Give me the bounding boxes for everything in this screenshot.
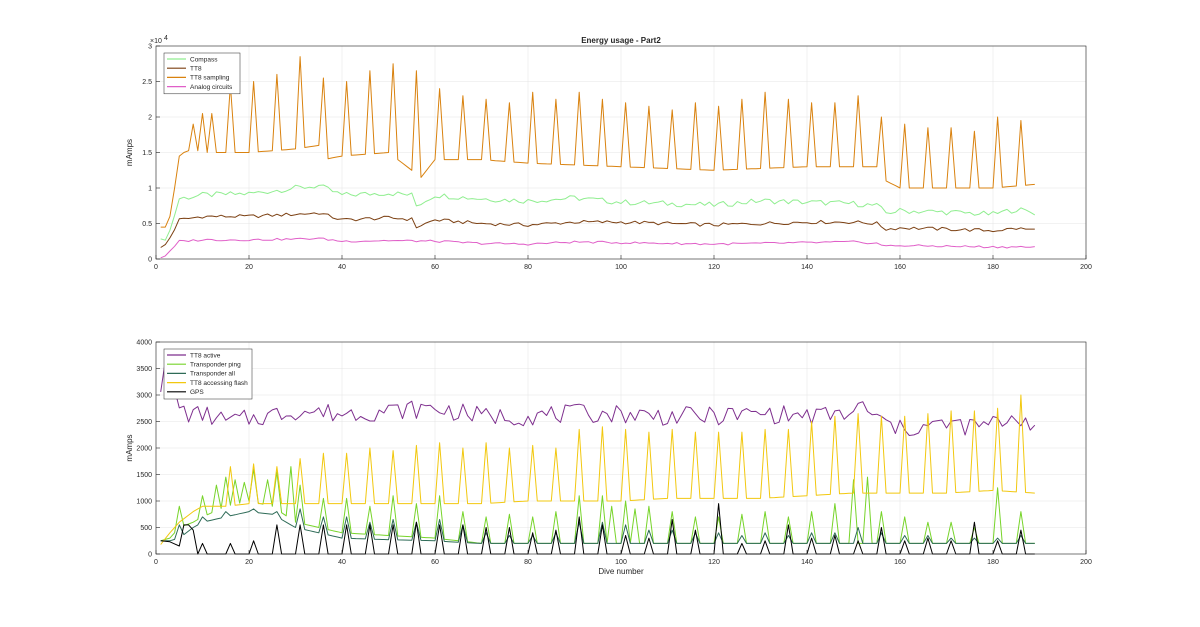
legend-entry: Analog circuits — [190, 84, 233, 91]
x-tick-label: 20 — [245, 559, 253, 566]
y-tick-label: 4000 — [136, 340, 152, 347]
legend-entry: TT8 sampling — [190, 75, 230, 82]
y-tick-label: 500 — [140, 525, 152, 532]
x-tick-label: 120 — [708, 264, 720, 271]
x-axis-label: Dive number — [598, 567, 644, 576]
x-tick-label: 100 — [615, 559, 627, 566]
y-tick-label: 0 — [148, 552, 152, 559]
x-tick-label: 100 — [615, 264, 627, 271]
chart-title: Energy usage - Part2 — [581, 36, 661, 45]
y-tick-label: 0 — [148, 257, 152, 264]
series-line-analog-circuits — [160, 237, 1035, 259]
legend-entry: Compass — [190, 56, 218, 63]
legend-entry: TT8 active — [190, 352, 221, 359]
y-tick-label: 2 — [148, 115, 152, 122]
x-tick-label: 60 — [431, 559, 439, 566]
y-tick-label: 1000 — [136, 499, 152, 506]
x-tick-label: 0 — [154, 559, 158, 566]
y-tick-label: 0.5 — [142, 221, 152, 228]
legend: TT8 active Transponder ping Transponder al… — [163, 348, 253, 400]
x-tick-label: 20 — [245, 264, 253, 271]
y-exponent-power: 4 — [164, 35, 168, 42]
y-tick-label: 2000 — [136, 446, 152, 453]
x-tick-label: 40 — [338, 264, 346, 271]
x-tick-label: 160 — [894, 559, 906, 566]
y-tick-label: 1500 — [136, 472, 152, 479]
series-line-transponder-all — [160, 508, 1035, 544]
x-tick-label: 160 — [894, 264, 906, 271]
x-tick-label: 40 — [338, 559, 346, 566]
series-line-tt8-sampling — [160, 56, 1035, 228]
legend-entry: Transponder ping — [190, 362, 241, 369]
x-tick-label: 60 — [431, 264, 439, 271]
x-tick-label: 180 — [987, 559, 999, 566]
x-tick-label: 180 — [987, 264, 999, 271]
y-tick-label: 1.5 — [142, 150, 152, 157]
tick-labels: 0 20 40 60 80 100 120 140 160 180 2000500100015002… — [136, 340, 1092, 567]
x-tick-label: 200 — [1080, 264, 1092, 271]
y-axis-label: mAmps — [125, 139, 134, 166]
y-tick-label: 2500 — [136, 419, 152, 426]
tick-labels: 0 20 40 60 80 100 120 140 160 180 200 0 0.5 1 1.5 2 2.5 3 — [142, 44, 1092, 272]
x-tick-label: 120 — [708, 559, 720, 566]
series-line-tt8-active — [160, 360, 1036, 436]
series-line-tt8 — [160, 212, 1035, 248]
y-tick-label: 1 — [148, 186, 152, 193]
y-axis-label: mAmps — [125, 434, 134, 461]
legend-entry: GPS — [190, 389, 204, 396]
x-tick-label: 80 — [524, 559, 532, 566]
y-tick-label: 3500 — [136, 366, 152, 373]
x-tick-label: 200 — [1080, 559, 1092, 566]
y-tick-label: 3 — [148, 44, 152, 51]
legend-entry: Transponder all — [190, 371, 235, 378]
legend-entry: TT8 — [190, 66, 202, 73]
y-tick-label: 2.5 — [142, 79, 152, 86]
x-tick-label: 140 — [801, 264, 813, 271]
legend: Compass TT8 TT8 sampling Analog circuits — [163, 52, 241, 95]
legend-entry: TT8 accessing flash — [190, 380, 248, 387]
series-line-compass — [160, 184, 1036, 241]
x-tick-label: 0 — [154, 264, 158, 271]
top-panel: 0 20 40 60 80 100 120 140 160 180 200 0 0.5 1 1.5 2 2.5 3… — [125, 35, 1092, 271]
bottom-panel: 0 20 40 60 80 100 120 140 160 180 2000500100015002… — [125, 340, 1092, 577]
x-tick-label: 140 — [801, 559, 813, 566]
series-line-tt8-accessing-flash — [160, 394, 1035, 545]
y-exponent-label: ×10 — [150, 38, 162, 45]
y-tick-label: 3000 — [136, 393, 152, 400]
x-tick-label: 80 — [524, 264, 532, 271]
